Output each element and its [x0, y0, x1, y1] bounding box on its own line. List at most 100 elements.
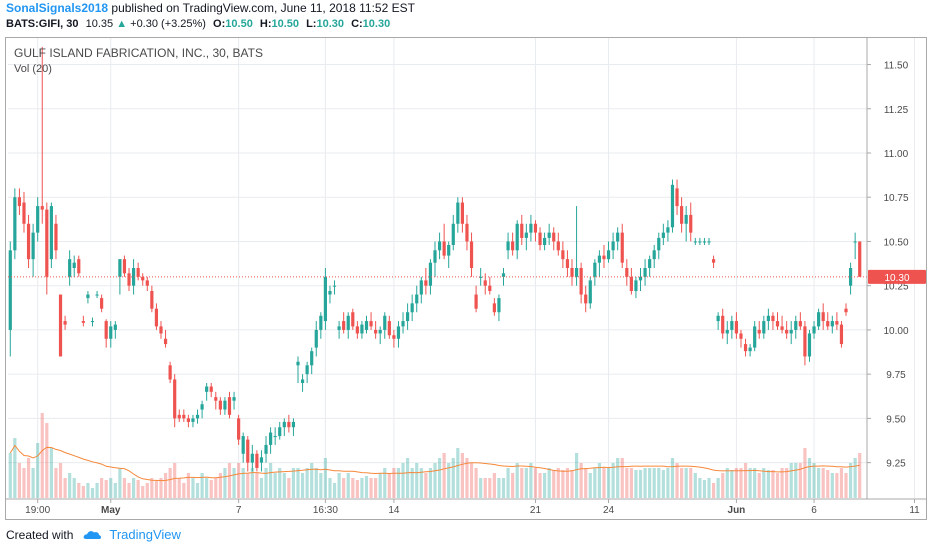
volume-bar [533, 468, 538, 498]
volume-bar [839, 468, 844, 498]
volume-bar [826, 470, 830, 498]
author-name[interactable]: SonalSignals2018 [6, 1, 109, 15]
volume-bar [807, 458, 812, 498]
candle-body [31, 232, 35, 260]
candle-body [205, 386, 209, 392]
x-tick-label: May [101, 505, 121, 516]
volume-bar [515, 463, 519, 498]
volume-bar [579, 463, 583, 498]
candle-body [442, 241, 446, 256]
candle-body [396, 326, 401, 339]
volume-bar [296, 468, 300, 498]
candle-body [209, 386, 213, 392]
candle-body [81, 321, 85, 323]
candle-body [49, 206, 53, 260]
volume-bar [506, 468, 510, 498]
candle-body [574, 268, 579, 277]
x-axis-ticks: 19:00 May 7 16:30 14 21 24 Jun 6 11 [25, 499, 920, 516]
volume-bar [355, 480, 359, 498]
candle-body [812, 326, 816, 334]
x-tick-label: 16:30 [313, 505, 338, 516]
candle-body [556, 241, 560, 251]
volume-bar [652, 468, 656, 498]
volume-bar [602, 468, 606, 498]
candle-body [328, 291, 332, 295]
candle-body [680, 206, 684, 224]
last-price: 10.35 [85, 18, 114, 30]
candle-body [465, 223, 469, 242]
volume-bar [707, 478, 711, 498]
candle-body [337, 326, 341, 330]
candle-body [127, 273, 131, 286]
volume-bar [287, 478, 291, 498]
candle-body [195, 414, 200, 419]
candle-body [794, 321, 798, 330]
volume-bar [182, 483, 186, 498]
volume-bar [803, 448, 807, 498]
candle-body [538, 232, 542, 245]
volume-bar [547, 468, 551, 498]
volume-bar [451, 458, 455, 498]
candle-body [520, 223, 524, 238]
candles [8, 46, 862, 472]
volume-bar [141, 486, 145, 498]
volume-bar [574, 453, 579, 498]
volume-bar [218, 473, 222, 498]
volume-bar [291, 468, 296, 498]
volume-bar [780, 468, 784, 498]
volume-ma-line [9, 444, 860, 482]
candle-body [141, 276, 145, 281]
chart-grid [8, 38, 916, 498]
high-label: H: [259, 18, 272, 30]
candle-body [200, 404, 204, 410]
candle-body [552, 232, 556, 242]
candle-body [460, 202, 464, 224]
chart-frame[interactable] [5, 37, 927, 520]
volume-bar [232, 468, 236, 498]
volume-bar [369, 478, 373, 498]
volume-bar [469, 463, 474, 498]
volume-bar [753, 468, 757, 498]
volume-bar [40, 413, 44, 498]
candle-body [762, 321, 766, 334]
y-tick-label: 9.50 [886, 414, 906, 425]
candle-body [844, 308, 848, 313]
volume-bar [186, 473, 190, 498]
volume-bar [497, 478, 501, 498]
candle-body [118, 259, 122, 277]
volume-bar [858, 453, 862, 498]
candle-body [652, 250, 656, 260]
volume-bar [58, 463, 63, 498]
candle-body [36, 206, 40, 233]
candle-body [721, 315, 725, 334]
chart-title: GULF ISLAND FABRICATION, INC., 30, BATS [14, 46, 263, 60]
x-tick-label: 21 [530, 505, 542, 516]
candle-body [323, 276, 327, 322]
candle-body [410, 303, 414, 313]
candle-body [506, 241, 510, 251]
tradingview-brand[interactable]: TradingView [109, 527, 181, 542]
volume-bar [387, 473, 391, 498]
candle-body [424, 280, 428, 286]
tradingview-cloud-icon [83, 530, 102, 539]
candle-body [437, 241, 442, 251]
volume-bar [853, 458, 857, 498]
candle-body [68, 259, 72, 277]
candle-body [597, 255, 602, 263]
candle-body [479, 276, 483, 278]
candle-body [332, 285, 337, 287]
candle-body [661, 232, 665, 238]
candle-body [268, 432, 273, 445]
x-tick-label: 14 [388, 505, 400, 516]
volume-bar [757, 473, 761, 498]
x-tick-label: 6 [811, 505, 817, 516]
volume-bar [689, 468, 693, 498]
volume-bar [17, 463, 22, 498]
volume-bar [68, 473, 72, 498]
volume-bar [593, 468, 597, 498]
candle-body [775, 321, 780, 327]
volume-bar [159, 478, 163, 498]
created-with-label: Created with [6, 527, 74, 542]
candle-body [77, 259, 81, 274]
